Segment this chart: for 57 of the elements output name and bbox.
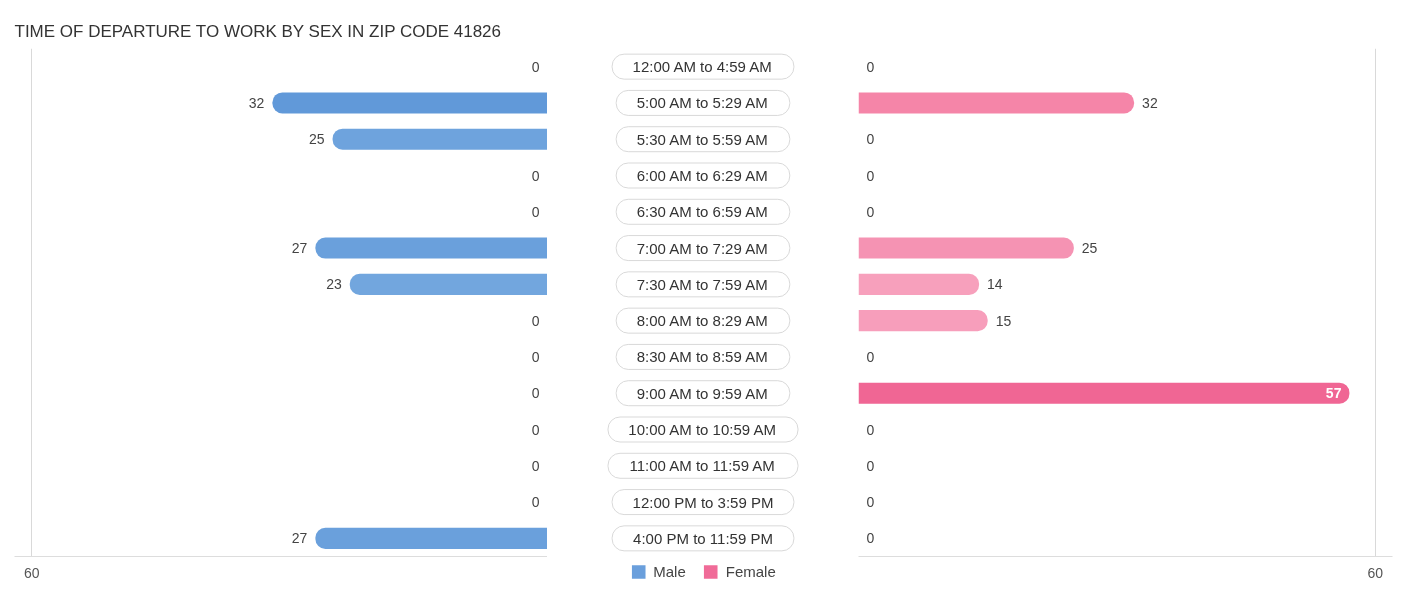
data-label: 15 [995,312,1012,329]
x-tick-label: 60 [1367,564,1384,581]
y-tick-label: 7:00 AM to 7:29 AM [636,239,768,257]
data-label: 0 [531,203,540,220]
y-tick-label: 5:30 AM to 5:59 AM [636,130,768,148]
data-label: 0 [866,203,875,220]
data-label: 25 [1081,240,1098,257]
bar [315,237,547,259]
bar [858,382,1350,404]
y-tick-label: 8:30 AM to 8:59 AM [636,348,768,366]
bar [858,273,980,295]
data-label: 32 [248,94,265,111]
data-label: 32 [1142,94,1158,111]
data-label: 25 [309,131,325,148]
bar [332,128,547,150]
bar [858,237,1074,259]
y-tick-label: 8:00 AM to 8:29 AM [636,312,768,330]
data-label: 14 [987,276,1003,293]
data-label: 0 [531,494,540,511]
data-label: 0 [866,494,875,511]
y-tick-label: 7:30 AM to 7:59 AM [636,275,768,293]
data-label: 27 [291,240,308,257]
data-label: 57 [1325,385,1342,402]
data-label: 27 [291,530,308,547]
data-label: 0 [866,421,875,438]
bar [272,92,547,114]
y-tick-label: 12:00 PM to 3:59 PM [632,493,774,511]
y-tick-label: 10:00 AM to 10:59 AM [628,421,776,438]
data-label: 0 [866,457,875,474]
data-label: 0 [866,348,875,365]
bar [349,273,547,295]
bar [858,92,1135,114]
y-tick-label: 12:00 AM to 4:59 AM [632,58,772,76]
y-tick-label: 6:30 AM to 6:59 AM [636,203,768,221]
legend-label: Female [725,563,776,580]
y-tick-label: 6:00 AM to 6:29 AM [636,167,768,184]
data-label: 23 [326,276,342,293]
data-label: 0 [866,131,875,148]
x-tick-label: 60 [23,564,40,581]
data-label: 0 [866,530,875,547]
data-label: 0 [531,348,540,365]
bar [315,527,547,549]
data-label: 0 [531,385,540,402]
y-tick-label: 5:00 AM to 5:29 AM [636,94,768,112]
y-tick-label: 9:00 AM to 9:59 AM [636,384,768,402]
chart-title: TIME OF DEPARTURE TO WORK BY SEX IN ZIP CODE 41826 [14,21,502,41]
data-label: 0 [866,167,875,184]
legend-label: Male [653,563,686,580]
data-label: 0 [531,457,540,474]
data-label: 0 [866,58,875,75]
data-label: 0 [531,167,540,184]
data-label: 0 [531,312,540,329]
y-tick-label: 11:00 AM to 11:59 AM [629,457,775,475]
data-label: 0 [531,58,540,75]
y-tick-label: 4:00 PM to 11:59 PM [633,529,773,547]
data-label: 0 [531,421,540,438]
bar [858,310,988,332]
